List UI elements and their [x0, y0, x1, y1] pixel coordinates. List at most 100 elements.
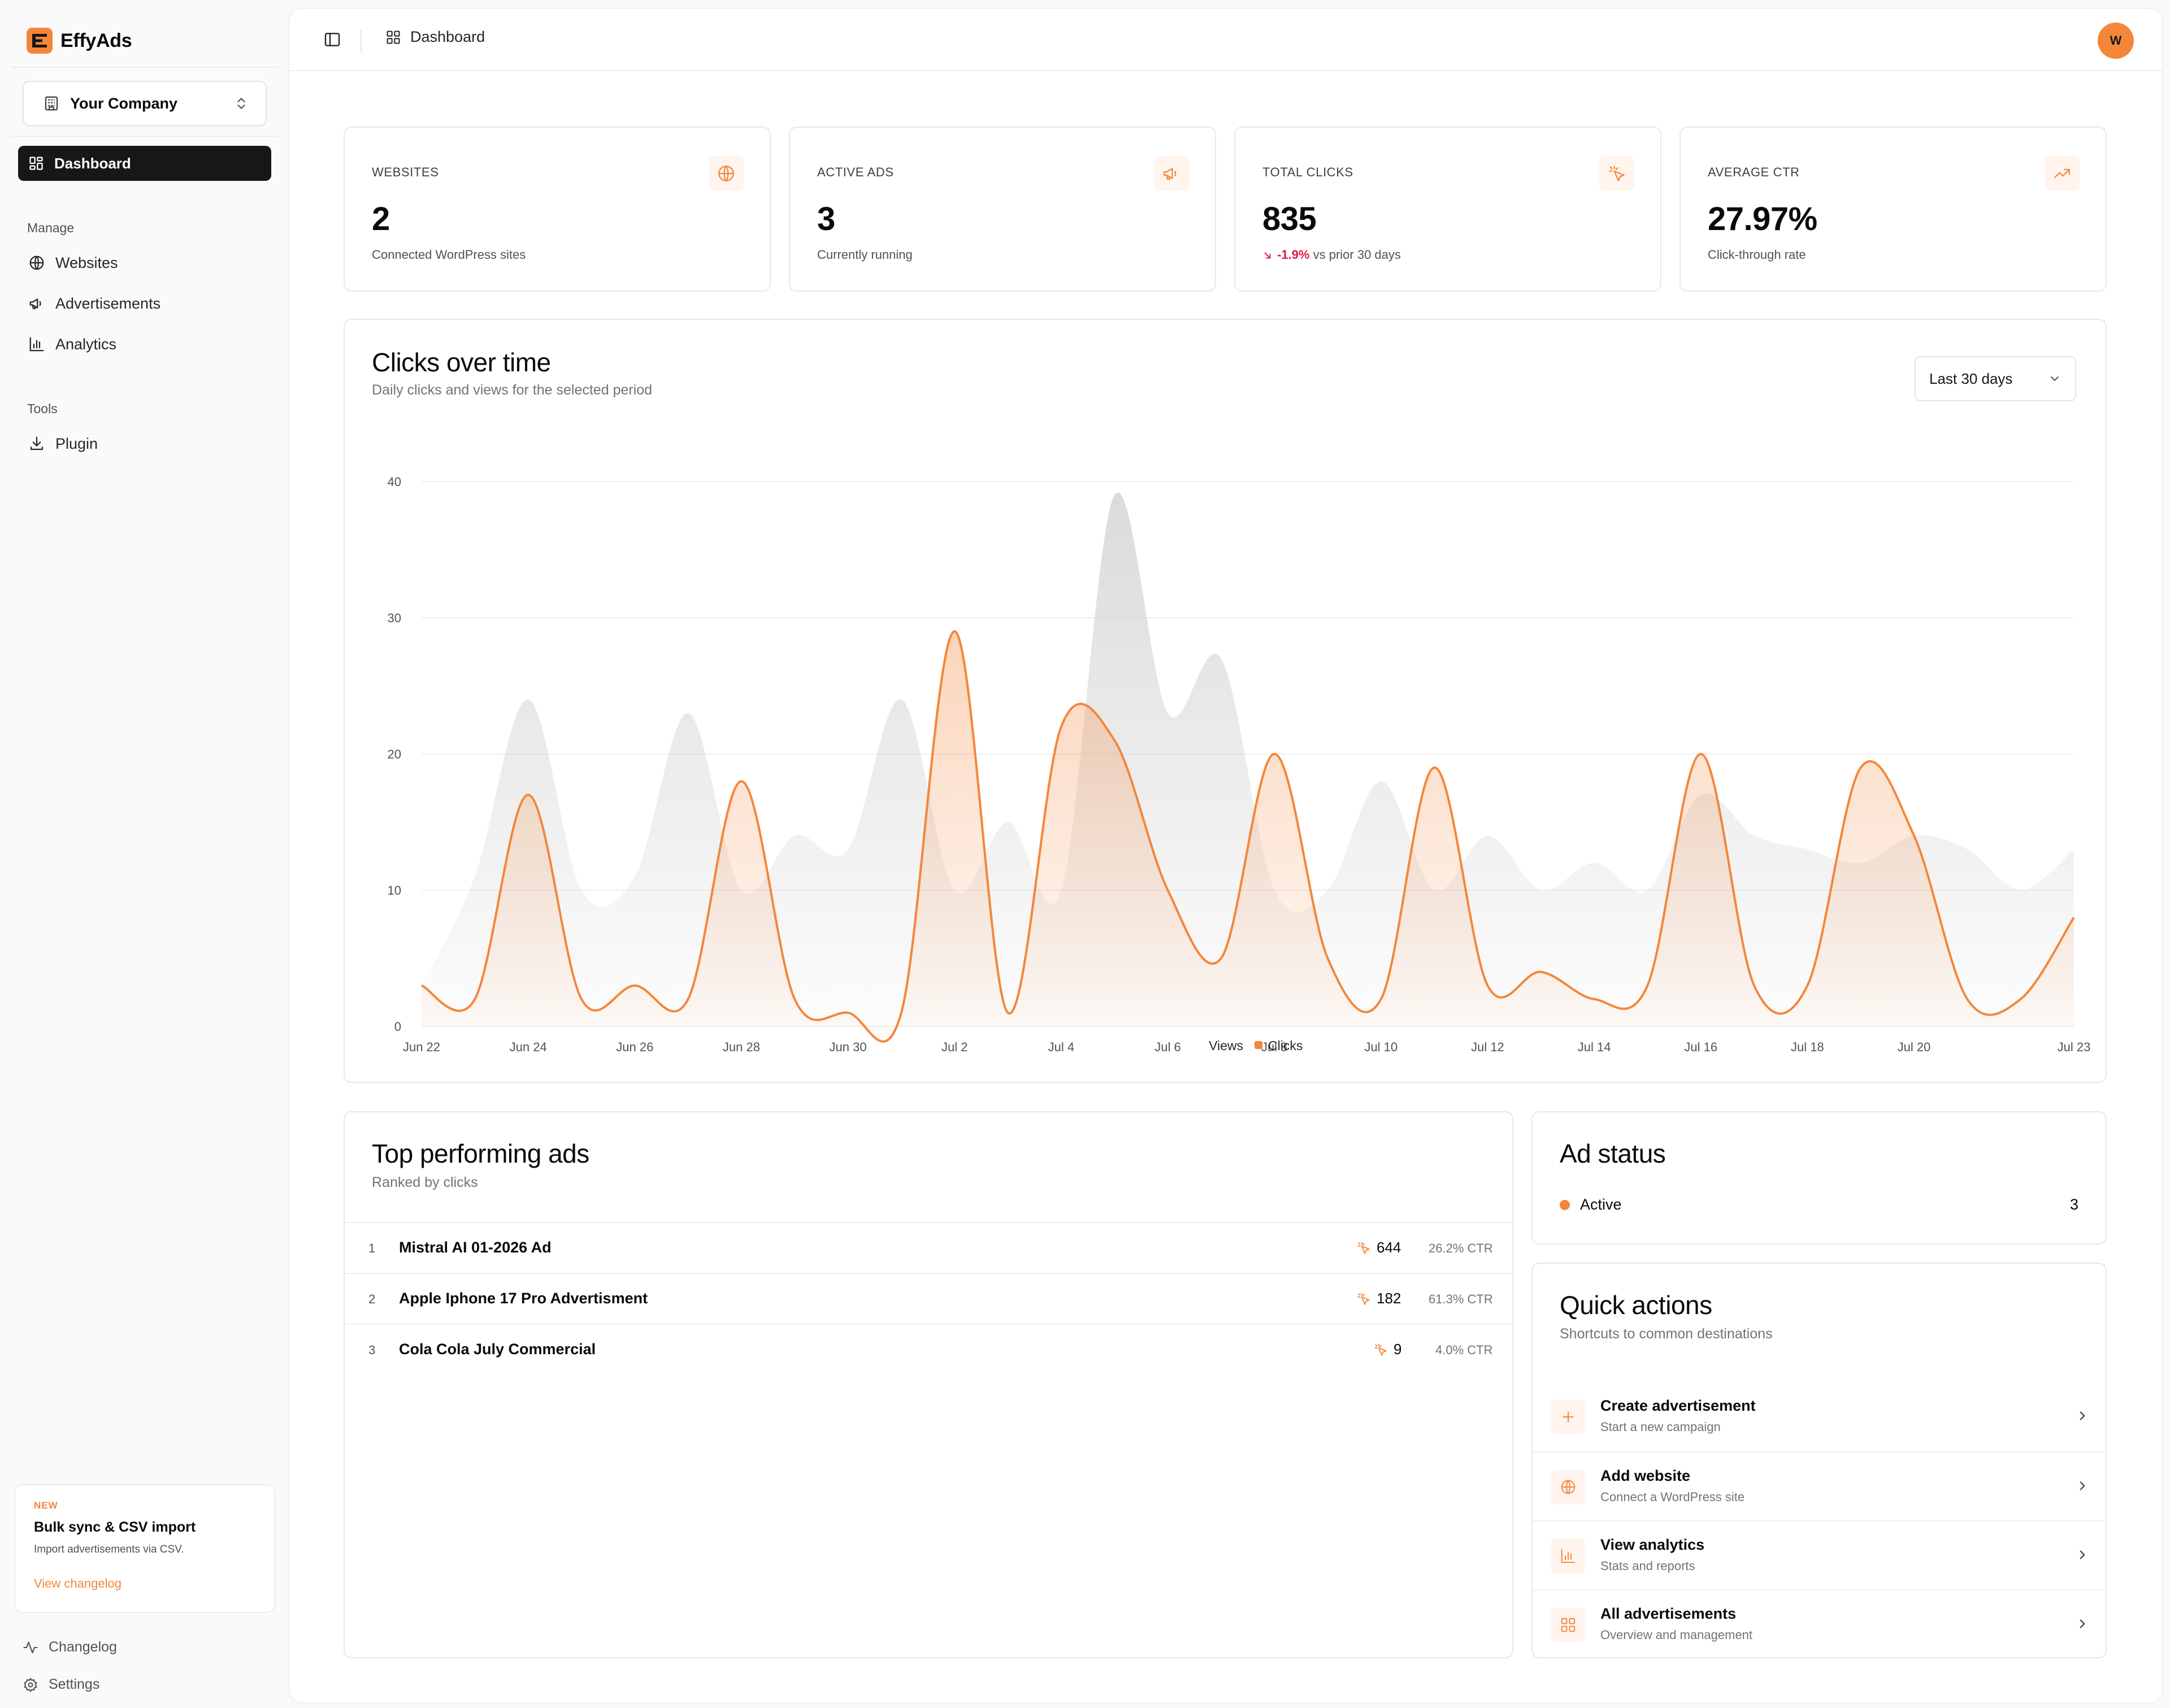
x-tick-label: Jul 10: [1364, 1040, 1398, 1054]
megaphone-icon: [1154, 156, 1189, 191]
x-tick-label: Jun 26: [616, 1040, 653, 1054]
ad-ctr: 26.2% CTR: [1429, 1241, 1493, 1255]
stat-sub-line: -1.9% vs prior 30 days: [1262, 248, 1401, 262]
stat-sub: Click-through rate: [1708, 248, 1806, 262]
sidebar-item-dashboard[interactable]: Dashboard: [18, 146, 271, 181]
ad-ctr: 61.3% CTR: [1429, 1292, 1493, 1306]
view-changelog-link[interactable]: View changelog: [34, 1576, 121, 1590]
top-ads-card: Top performing ads Ranked by clicks 1 Mi…: [344, 1111, 1513, 1658]
breadcrumb-label: Dashboard: [410, 28, 485, 45]
sidebar-item-label: Settings: [49, 1676, 100, 1692]
ad-clicks: 182: [1356, 1290, 1401, 1307]
sidebar-toggle-icon[interactable]: [323, 31, 341, 49]
chevron-right-icon: [2075, 1547, 2090, 1562]
status-count: 3: [2069, 1196, 2078, 1213]
ad-ctr: 4.0% CTR: [1435, 1343, 1493, 1357]
stat-card-average-ctr: AVERAGE CTR 27.97% Click-through rate: [1679, 127, 2107, 292]
y-tick-label: 30: [388, 611, 401, 625]
ad-rank: 1: [368, 1241, 376, 1255]
ad-rank: 3: [368, 1343, 376, 1357]
y-tick-label: 20: [388, 747, 401, 761]
stat-card-websites: WEBSITES 2 Connected WordPress sites: [344, 127, 771, 292]
stat-value: 2: [372, 201, 390, 237]
ad-name: Mistral AI 01-2026 Ad: [399, 1239, 552, 1256]
x-tick-label: Jul 23: [2058, 1040, 2091, 1054]
x-tick-label: Jul 18: [1791, 1040, 1824, 1054]
stat-card-active-ads: ACTIVE ADS 3 Currently running: [789, 127, 1216, 292]
x-tick-label: Jul 8: [1261, 1040, 1287, 1054]
breadcrumb: Dashboard: [385, 28, 485, 46]
views-area: [422, 492, 2074, 1026]
ad-status-card: Ad status Active 3: [1531, 1111, 2107, 1245]
pointer-click-icon: [1356, 1241, 1371, 1255]
quick-action-view-analytics[interactable]: View analytics Stats and reports: [1533, 1520, 2106, 1589]
stat-label: TOTAL CLICKS: [1262, 165, 1353, 179]
status-label: Active: [1580, 1196, 1622, 1213]
sidebar-item-settings[interactable]: Settings: [23, 1676, 99, 1693]
dashboard-grid-icon: [385, 29, 401, 45]
avatar[interactable]: W: [2098, 23, 2134, 59]
stat-value: 835: [1262, 201, 1317, 237]
legend-label-clicks: Clicks: [1268, 1038, 1303, 1053]
plus-icon: [1551, 1399, 1586, 1434]
sidebar-item-label: Analytics: [55, 335, 117, 353]
sidebar-item-plugin[interactable]: Plugin: [18, 426, 271, 461]
quick-action-sub: Stats and reports: [1600, 1559, 1695, 1573]
stat-value: 27.97%: [1708, 201, 1817, 237]
brand-name: EffyAds: [60, 29, 132, 51]
company-selector[interactable]: Your Company: [23, 81, 267, 126]
quick-action-title: Create advertisement: [1600, 1397, 1756, 1414]
pointer-click-icon: [1373, 1342, 1388, 1357]
promo-title: Bulk sync & CSV import: [34, 1519, 196, 1535]
company-name: Your Company: [70, 94, 178, 112]
quick-action-create-advertisement[interactable]: Create advertisement Start a new campaig…: [1533, 1382, 2106, 1451]
sidebar-item-websites[interactable]: Websites: [18, 245, 271, 280]
table-row[interactable]: 2 Apple Iphone 17 Pro Advertisment 182 6…: [345, 1273, 1512, 1324]
x-tick-label: Jun 22: [403, 1040, 440, 1054]
card-title: Clicks over time: [372, 348, 551, 377]
table-row[interactable]: 1 Mistral AI 01-2026 Ad 644 26.2% CTR: [345, 1222, 1512, 1273]
bar-chart-icon: [28, 336, 45, 353]
x-tick-label: Jul 20: [1898, 1040, 1931, 1054]
x-tick-label: Jul 14: [1578, 1040, 1611, 1054]
table-row[interactable]: 3 Cola Cola July Commercial 9 4.0% CTR: [345, 1324, 1512, 1375]
main-content: Dashboard W WEBSITES 2 Connected WordPre…: [289, 9, 2162, 1702]
quick-action-title: All advertisements: [1600, 1605, 1737, 1622]
divider: [361, 29, 362, 53]
date-range-select[interactable]: Last 30 days: [1915, 356, 2076, 401]
stat-label: ACTIVE ADS: [817, 165, 894, 179]
sidebar-item-label: Websites: [55, 254, 118, 271]
y-tick-label: 10: [388, 883, 401, 898]
sidebar-item-advertisements[interactable]: Advertisements: [18, 286, 271, 321]
chevron-right-icon: [2075, 1408, 2090, 1423]
status-dot: [1560, 1199, 1570, 1210]
ad-rank: 2: [368, 1292, 376, 1306]
x-tick-label: Jun 30: [830, 1040, 867, 1054]
megaphone-icon: [28, 295, 45, 312]
stat-sub: vs prior 30 days: [1313, 248, 1401, 262]
date-range-value: Last 30 days: [1929, 370, 2013, 387]
stat-delta: -1.9%: [1277, 248, 1310, 262]
legend-label-views: Views: [1209, 1038, 1243, 1053]
dashboard-grid-icon: [28, 155, 44, 171]
whats-new-card: NEW Bulk sync & CSV import Import advert…: [14, 1484, 275, 1613]
sidebar-item-changelog[interactable]: Changelog: [23, 1639, 117, 1655]
brand[interactable]: EffyAds: [27, 27, 132, 55]
card-subtitle: Shortcuts to common destinations: [1560, 1326, 1773, 1342]
sidebar-item-analytics[interactable]: Analytics: [18, 327, 271, 362]
x-tick-label: Jul 6: [1155, 1040, 1181, 1054]
status-row-active: Active: [1560, 1196, 1622, 1213]
topbar: Dashboard W: [289, 9, 2162, 71]
activity-icon: [23, 1640, 38, 1655]
quick-action-add-website[interactable]: Add website Connect a WordPress site: [1533, 1451, 2106, 1520]
sidebar-item-label: Changelog: [49, 1639, 117, 1655]
sidebar-item-label: Plugin: [55, 435, 98, 452]
globe-icon: [709, 156, 744, 191]
building-icon: [43, 95, 60, 112]
card-title: Ad status: [1560, 1139, 1666, 1168]
globe-icon: [1551, 1469, 1586, 1505]
card-title: Top performing ads: [372, 1139, 589, 1168]
chevron-down-icon: [2048, 372, 2062, 385]
stat-sub: Currently running: [817, 248, 913, 262]
quick-action-all-advertisements[interactable]: All advertisements Overview and manageme…: [1533, 1589, 2106, 1658]
